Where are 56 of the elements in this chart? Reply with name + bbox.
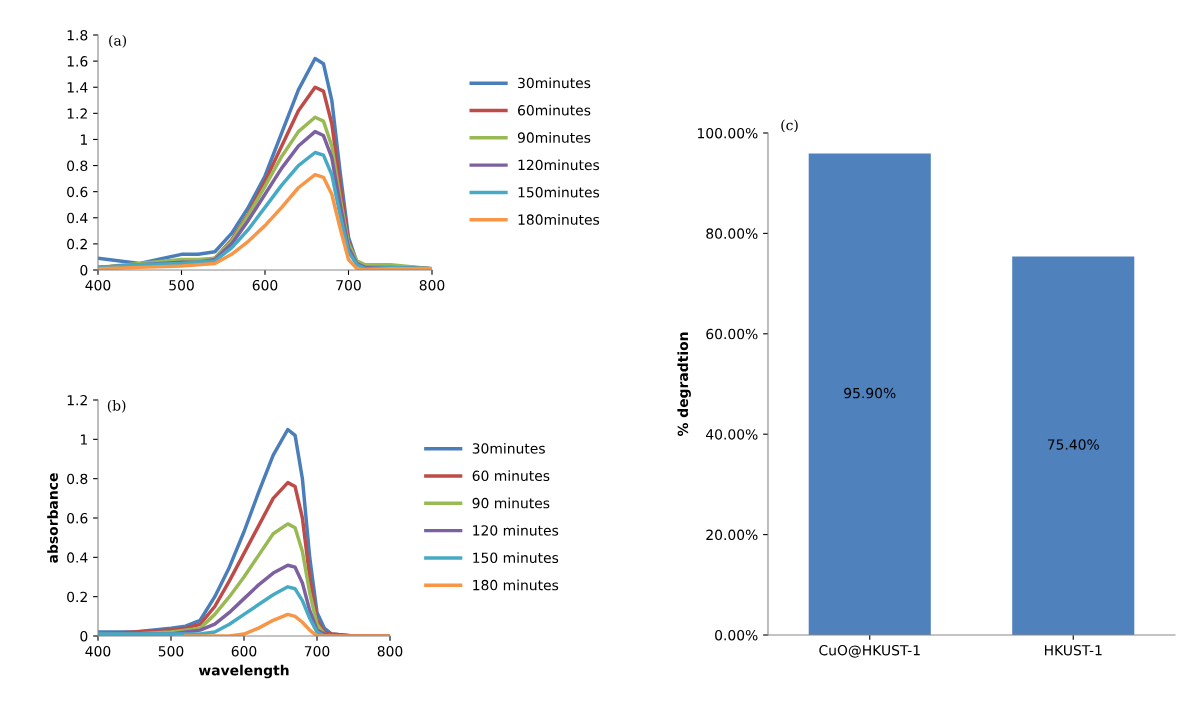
y-tick-label: 0.4 [67, 552, 88, 563]
y-tick-label: 0.00% [715, 629, 758, 641]
x-axis-title: wavelength [198, 664, 289, 679]
y-tick-label: 40.00% [706, 429, 758, 440]
y-tick-label: 1.2 [67, 394, 87, 406]
y-tick-label: 20.00% [706, 529, 758, 541]
data-label: 75.40% [1047, 439, 1099, 450]
x-tick-label: HKUST-1 [1045, 644, 1102, 656]
y-tick-label: 1.2 [67, 108, 87, 119]
x-tick-label: 800 [419, 279, 445, 291]
y-tick-label: 0.6 [67, 186, 88, 198]
y-tick-label: 0 [80, 264, 88, 276]
legend-label: 30minutes [472, 442, 545, 454]
legend-label: 180minutes [518, 214, 600, 225]
text: (c) [781, 119, 798, 133]
y-tick-label: 60.00% [706, 328, 758, 340]
legend-label: 120minutes [518, 159, 600, 171]
y-tick-label: 80.00% [706, 228, 758, 239]
y-tick-label: 0.8 [67, 473, 88, 485]
legend-label: 180 minutes [473, 579, 559, 591]
x-tick-label: 400 [85, 645, 111, 657]
x-tick-label: 700 [304, 645, 330, 657]
y-tick-label: 1.6 [67, 56, 88, 67]
legend-label: 30minutes [518, 77, 591, 89]
legend-label: 120 minutes [473, 524, 559, 536]
y-axis-title: % degradtion [677, 332, 691, 437]
annotation: (a) [109, 35, 127, 48]
line-series [183, 612, 390, 636]
y-tick-label: 1.4 [67, 82, 88, 93]
y-tick-label: 0.2 [67, 238, 87, 250]
y-tick-label: 0.8 [67, 160, 88, 172]
data-label: 95.90% [844, 387, 896, 399]
x-tick-label: 600 [231, 645, 257, 657]
y-tick-label: 0.4 [67, 212, 88, 224]
y-tick-label: 0.6 [67, 512, 88, 524]
x-tick-label: 700 [336, 279, 361, 291]
y-tick-label: 0.2 [67, 591, 87, 603]
y-axis-title: absorbance [47, 473, 58, 563]
x-tick-label: 400 [85, 279, 111, 291]
x-tick-label: CuO@HKUST-1 [819, 644, 920, 658]
x-tick-label: 800 [377, 645, 403, 657]
legend-label: 150minutes [518, 186, 600, 198]
legend-label: 60 minutes [472, 470, 550, 482]
x-tick-label: 500 [169, 279, 194, 291]
legend-label: 60minutes [518, 104, 591, 116]
legend-label: 90 minutes [472, 497, 550, 509]
y-tick-label: 100.00% [698, 127, 758, 139]
y-tick-label: 0 [80, 630, 88, 642]
x-tick-label: 600 [252, 279, 278, 291]
legend-label: 150 minutes [473, 552, 559, 564]
x-tick-label: 500 [158, 645, 184, 657]
annotation: (b) [107, 400, 126, 413]
y-tick-label: 1 [80, 134, 87, 145]
legend-label: 90minutes [517, 132, 591, 143]
y-tick-label: 1.8 [67, 29, 88, 41]
y-tick-label: 1 [80, 434, 87, 445]
